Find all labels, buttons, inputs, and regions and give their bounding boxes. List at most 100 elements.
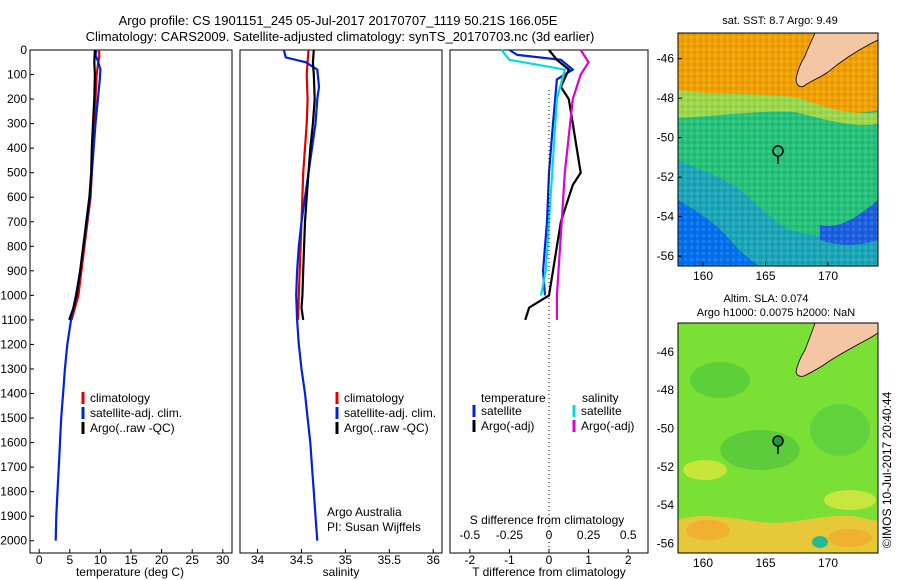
sla-low-blob bbox=[812, 536, 828, 548]
map-lon-tick-label: 165 bbox=[755, 556, 775, 570]
s-tick-label: 0.5 bbox=[620, 528, 637, 542]
depth-tick-label: 1300 bbox=[0, 362, 27, 376]
depth-tick-label: 1000 bbox=[0, 288, 27, 302]
depth-tick-label: 0 bbox=[20, 43, 27, 57]
sla-yellow-blob bbox=[824, 490, 876, 510]
sst-map bbox=[677, 32, 879, 267]
legend-title-salinity: salinity bbox=[582, 391, 619, 405]
series-line-argo-adj bbox=[524, 49, 582, 321]
map-lat-tick-label: -48 bbox=[657, 91, 675, 105]
legend-label-s-argo: Argo(-adj) bbox=[581, 419, 634, 433]
depth-tick-label: 1700 bbox=[0, 460, 27, 474]
depth-tick-label: 700 bbox=[7, 215, 27, 229]
salinity-axis-label: salinity bbox=[323, 565, 360, 579]
x-tick-label: 34 bbox=[251, 553, 265, 567]
sla-green-blob bbox=[810, 404, 870, 456]
sst-land bbox=[795, 32, 879, 88]
temperature-plot-frame bbox=[29, 49, 233, 554]
series-line-argo-adj bbox=[555, 49, 590, 320]
sst-texture bbox=[678, 33, 878, 266]
legend-label-argo: Argo(..raw -QC) bbox=[344, 421, 429, 435]
depth-tick-label: 1800 bbox=[0, 485, 27, 499]
s-tick-label: 0.25 bbox=[577, 528, 601, 542]
figure-title-line-1: Argo profile: CS 1901151_245 05-Jul-2017… bbox=[119, 13, 558, 28]
map-lat-tick-label: -56 bbox=[657, 249, 675, 263]
difference-plot-frame bbox=[449, 49, 649, 554]
series-line-argo-raw-qc bbox=[68, 49, 97, 321]
x-tick-label: -2 bbox=[464, 553, 475, 567]
map-lon-tick-label: 170 bbox=[818, 269, 838, 283]
x-tick-label: 35 bbox=[339, 553, 353, 567]
credit-line-2: PI: Susan Wijffels bbox=[327, 520, 421, 534]
map-lat-tick-label: -50 bbox=[657, 421, 675, 435]
salinity-legend: climatology satellite-adj. clim. Argo(..… bbox=[335, 391, 436, 435]
series-line-satellite bbox=[500, 49, 567, 296]
depth-tick-label: 800 bbox=[7, 239, 27, 253]
x-tick-label: 30 bbox=[216, 553, 230, 567]
map-lat-tick-label: -50 bbox=[657, 131, 675, 145]
temperature-axis-label: temperature (deg C) bbox=[76, 565, 184, 579]
x-tick-label: 35.5 bbox=[378, 553, 402, 567]
map-lat-tick-label: -54 bbox=[657, 210, 675, 224]
imos-timestamp: ©IMOS 10-Jul-2017 20:40:44 bbox=[880, 391, 894, 548]
legend-label-s-satellite: satellite bbox=[581, 404, 622, 418]
map-lat-tick-label: -46 bbox=[657, 345, 675, 359]
legend-label-t-satellite: satellite bbox=[481, 404, 522, 418]
map-lat-tick-label: -52 bbox=[657, 460, 675, 474]
depth-tick-label: 1400 bbox=[0, 387, 27, 401]
x-tick-label: 20 bbox=[155, 553, 169, 567]
legend-label-climatology: climatology bbox=[90, 391, 150, 405]
map-lon-tick-label: 170 bbox=[818, 556, 838, 570]
salinity-plot-frame bbox=[239, 49, 443, 554]
x-tick-label: 25 bbox=[186, 553, 200, 567]
series-line-satellite-adj-clim bbox=[282, 49, 321, 541]
legend-label-satellite-adj: satellite-adj. clim. bbox=[90, 406, 182, 420]
x-tick-label: 15 bbox=[124, 553, 138, 567]
sst-map-title: sat. SST: 8.7 Argo: 9.49 bbox=[722, 15, 838, 27]
credit-line-1: Argo Australia bbox=[327, 505, 402, 519]
x-tick-label: 34.5 bbox=[290, 553, 314, 567]
s-tick-label: -0.5 bbox=[459, 528, 480, 542]
legend-label-argo: Argo(..raw -QC) bbox=[90, 421, 175, 435]
legend-label-t-argo: Argo(-adj) bbox=[481, 419, 534, 433]
temperature-legend: climatology satellite-adj. clim. Argo(..… bbox=[81, 391, 182, 435]
depth-tick-label: 900 bbox=[7, 264, 27, 278]
legend-label-satellite-adj: satellite-adj. clim. bbox=[344, 406, 436, 420]
sla-green-blob bbox=[690, 362, 750, 398]
legend-title-temperature: temperature bbox=[481, 391, 546, 405]
x-tick-label: 0 bbox=[546, 553, 553, 567]
sla-map-frame bbox=[677, 322, 879, 554]
depth-tick-label: 600 bbox=[7, 190, 27, 204]
s-difference-axis-label: S difference from climatology bbox=[470, 513, 625, 527]
sla-map-title-line-2: Argo h1000: 0.0075 h2000: NaN bbox=[697, 307, 855, 319]
legend-label-climatology: climatology bbox=[344, 391, 404, 405]
sla-high-blob bbox=[828, 529, 872, 547]
depth-tick-label: 100 bbox=[7, 68, 27, 82]
depth-tick-label: 400 bbox=[7, 141, 27, 155]
map-lon-tick-label: 160 bbox=[693, 269, 713, 283]
x-tick-label: 5 bbox=[66, 553, 73, 567]
x-tick-label: 10 bbox=[94, 553, 108, 567]
x-tick-label: 2 bbox=[625, 553, 632, 567]
sla-map bbox=[677, 322, 879, 554]
t-difference-axis-label: T difference from climatology bbox=[472, 565, 626, 579]
depth-tick-label: 300 bbox=[7, 117, 27, 131]
x-tick-label: 1 bbox=[585, 553, 592, 567]
map-lat-tick-label: -54 bbox=[657, 498, 675, 512]
s-tick-label: -0.25 bbox=[496, 528, 524, 542]
depth-tick-label: 1600 bbox=[0, 436, 27, 450]
sla-high-blob bbox=[686, 520, 730, 540]
series-line-satellite bbox=[508, 49, 575, 296]
sla-green-blob bbox=[720, 430, 800, 470]
x-tick-label: 36 bbox=[427, 553, 441, 567]
map-lon-tick-label: 165 bbox=[755, 269, 775, 283]
map-lat-tick-label: -56 bbox=[657, 536, 675, 550]
x-tick-label: -1 bbox=[504, 553, 515, 567]
series-line-argo-raw-qc bbox=[300, 49, 316, 321]
map-lat-tick-label: -48 bbox=[657, 383, 675, 397]
sst-map-frame bbox=[677, 32, 879, 267]
figure-title-line-2: Climatology: CARS2009. Satellite-adjuste… bbox=[86, 29, 595, 44]
float-position-marker bbox=[772, 435, 784, 447]
depth-tick-label: 2000 bbox=[0, 534, 27, 548]
